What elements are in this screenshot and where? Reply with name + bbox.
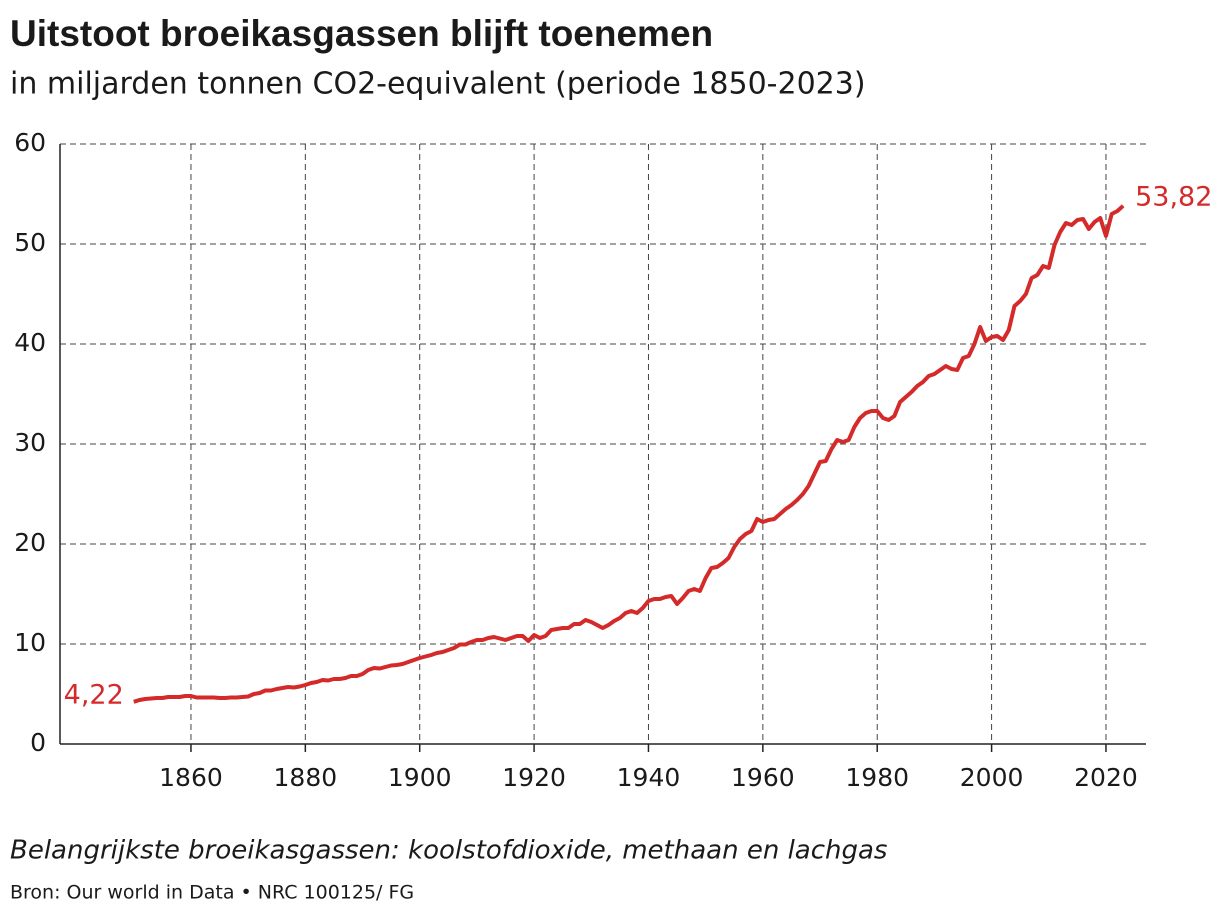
y-tick-label: 20 — [14, 528, 46, 557]
source: Bron: Our world in Data • NRC 100125/ FG — [10, 882, 414, 904]
y-tick-label: 30 — [14, 428, 46, 457]
y-tick-label: 10 — [14, 628, 46, 657]
data-line — [133, 204, 1125, 704]
y-tick-label: 40 — [14, 328, 46, 357]
note: Belangrijkste broeikasgassen: koolstofdi… — [10, 836, 887, 866]
x-tick-label: 1960 — [731, 763, 795, 792]
x-tick-label: 2000 — [960, 763, 1024, 792]
y-tick-label: 50 — [14, 228, 46, 257]
x-tick-label: 2020 — [1074, 763, 1138, 792]
x-tick-label: 1980 — [845, 763, 909, 792]
y-tick-label: 0 — [30, 728, 46, 757]
x-tick-label: 1900 — [388, 763, 452, 792]
y-tick-label: 60 — [14, 128, 46, 157]
x-tick-label: 1940 — [617, 763, 681, 792]
x-tick-label: 1880 — [274, 763, 338, 792]
value-label: 53,82 — [1135, 181, 1212, 212]
value-label: 4,22 — [64, 679, 124, 710]
chart-title: Uitstoot broeikasgassen blijft toenemen — [10, 13, 713, 54]
x-tick-label: 1920 — [502, 763, 566, 792]
x-tick-label: 1860 — [159, 763, 223, 792]
chart-subtitle: in miljarden tonnen CO2-equivalent (peri… — [10, 67, 866, 102]
